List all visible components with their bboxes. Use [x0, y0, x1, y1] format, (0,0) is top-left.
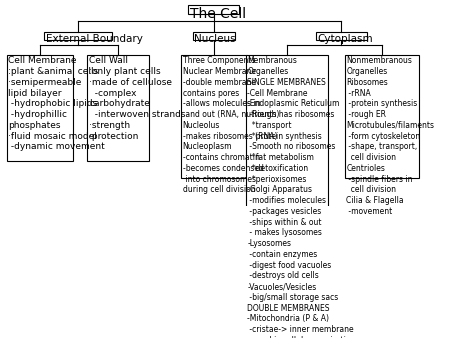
- Text: Nucleus: Nucleus: [194, 34, 236, 44]
- Text: External Boundary: External Boundary: [45, 34, 143, 44]
- Text: Membranous
Organelles
SINGLE MEMBRANES
-Cell Membrane
-Endoplasmic Reticulum
 -R: Membranous Organelles SINGLE MEMBRANES -…: [247, 56, 356, 338]
- Text: The Cell: The Cell: [190, 7, 246, 21]
- FancyBboxPatch shape: [189, 5, 239, 14]
- FancyBboxPatch shape: [246, 55, 328, 223]
- FancyBboxPatch shape: [345, 55, 419, 178]
- FancyBboxPatch shape: [181, 55, 247, 178]
- Text: Nonmembranous
Organelles
Ribosomes
 -rRNA
 -protein synthesis
 -rough ER
Microtu: Nonmembranous Organelles Ribosomes -rRNA…: [346, 56, 434, 216]
- Text: Cell Membrane
:plant &animal cells
·semipermeable
lipid bilayer
 -hydrophobic li: Cell Membrane :plant &animal cells ·semi…: [9, 56, 105, 151]
- Text: Cell Wall
:only plant cells
·made of cellulose
  -complex
carbohydrate
  -interw: Cell Wall :only plant cells ·made of cel…: [89, 56, 186, 141]
- FancyBboxPatch shape: [193, 32, 235, 40]
- FancyBboxPatch shape: [44, 32, 112, 40]
- FancyBboxPatch shape: [7, 55, 72, 161]
- FancyBboxPatch shape: [316, 32, 367, 40]
- FancyBboxPatch shape: [87, 55, 149, 161]
- Text: Three Components
Nuclear Membrane
-double membrane
contains pores
-allows molecu: Three Components Nuclear Membrane -doubl…: [183, 56, 279, 194]
- Text: Cytoplasm: Cytoplasm: [318, 34, 373, 44]
